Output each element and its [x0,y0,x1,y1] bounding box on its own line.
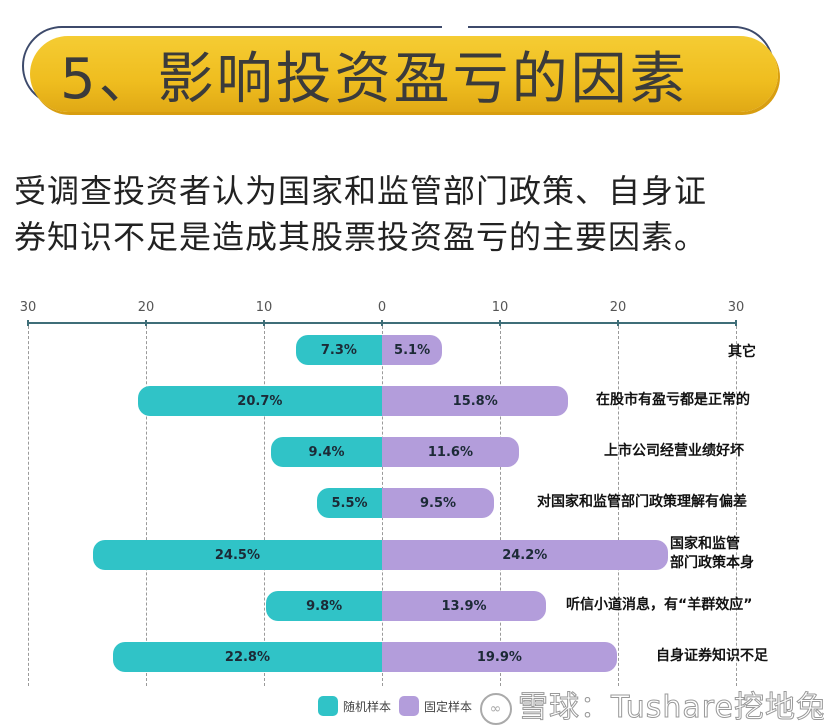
axis-tick [617,320,619,326]
banner-outline-gap [442,23,468,29]
bar-random-sample: 20.7% [137,386,382,416]
tick-label: 30 [727,300,745,315]
diverging-bar-chart: 30 20 10 0 10 20 30 7.3% 5.1% 其它 20.7% 15.8% 在股市有盈亏… [0,290,824,728]
category-label: 其它 [728,344,756,360]
watermark: ∞ 雪球：Tushare挖地兔 [480,682,824,726]
bar-random-sample: 9.4% [271,437,382,467]
category-label: 上市公司经营业绩好坏 [604,443,744,459]
bar-random-sample: 5.5% [317,488,382,518]
legend-item-fixed: 固定样本 [399,696,472,716]
page-title: 5、影响投资盈亏的因素 [60,47,689,112]
category-label: 在股市有盈亏都是正常的 [596,392,750,408]
tick-label: 20 [137,300,155,315]
axis-tick [27,320,29,326]
tick-label: 10 [491,300,509,315]
gridline [618,326,619,686]
legend-swatch-random [318,696,338,716]
gridline [736,326,737,686]
gridline [500,326,501,686]
category-label: 听信小道消息，有“羊群效应” [566,597,753,613]
bar-fixed-sample: 11.6% [382,437,519,467]
legend-swatch-fixed [399,696,420,716]
tick-label: 20 [609,300,627,315]
watermark-text: 雪球：Tushare挖地兔 [518,690,824,726]
axis-tick [381,320,383,326]
tick-label: 10 [255,300,273,315]
gridline [264,326,265,686]
snowball-logo-icon: ∞ [480,692,512,725]
title-banner: 5、影响投资盈亏的因素 [22,23,782,114]
bar-fixed-sample: 19.9% [382,642,617,672]
axis-tick [499,320,501,326]
bar-fixed-sample: 15.8% [382,386,569,416]
axis-tick [263,320,265,326]
bar-random-sample: 22.8% [112,642,382,672]
category-label: 自身证券知识不足 [656,648,768,664]
banner-fill: 5、影响投资盈亏的因素 [30,36,778,112]
bar-fixed-sample: 24.2% [382,540,668,570]
bar-fixed-sample: 9.5% [382,488,495,518]
gridline [28,326,29,686]
category-label: 对国家和监管部门政策理解有偏差 [537,494,747,510]
gridline [146,326,147,686]
subtitle-line-1: 受调查投资者认为国家和监管部门政策、自身证 [14,172,708,210]
tick-label: 30 [19,300,37,315]
subtitle-line-2: 券知识不足是造成其股票投资盈亏的主要因素。 [14,218,708,256]
axis-tick [735,320,737,326]
tick-label: 0 [377,300,387,315]
legend-label-random: 随机样本 [343,699,392,714]
bar-random-sample: 7.3% [295,335,382,365]
bar-random-sample: 9.8% [266,591,382,621]
axis-tick [145,320,147,326]
legend-item-random: 随机样本 [318,696,391,716]
bar-random-sample: 24.5% [92,540,382,570]
bar-fixed-sample: 13.9% [382,591,547,621]
legend: 随机样本 固定样本 [318,696,480,716]
subtitle: 受调查投资者认为国家和监管部门政策、自身证 券知识不足是造成其股票投资盈亏的主要… [14,168,814,260]
bar-fixed-sample: 5.1% [382,335,443,365]
category-label: 国家和监管 部门政策本身 [670,536,754,571]
legend-label-fixed: 固定样本 [424,699,473,714]
